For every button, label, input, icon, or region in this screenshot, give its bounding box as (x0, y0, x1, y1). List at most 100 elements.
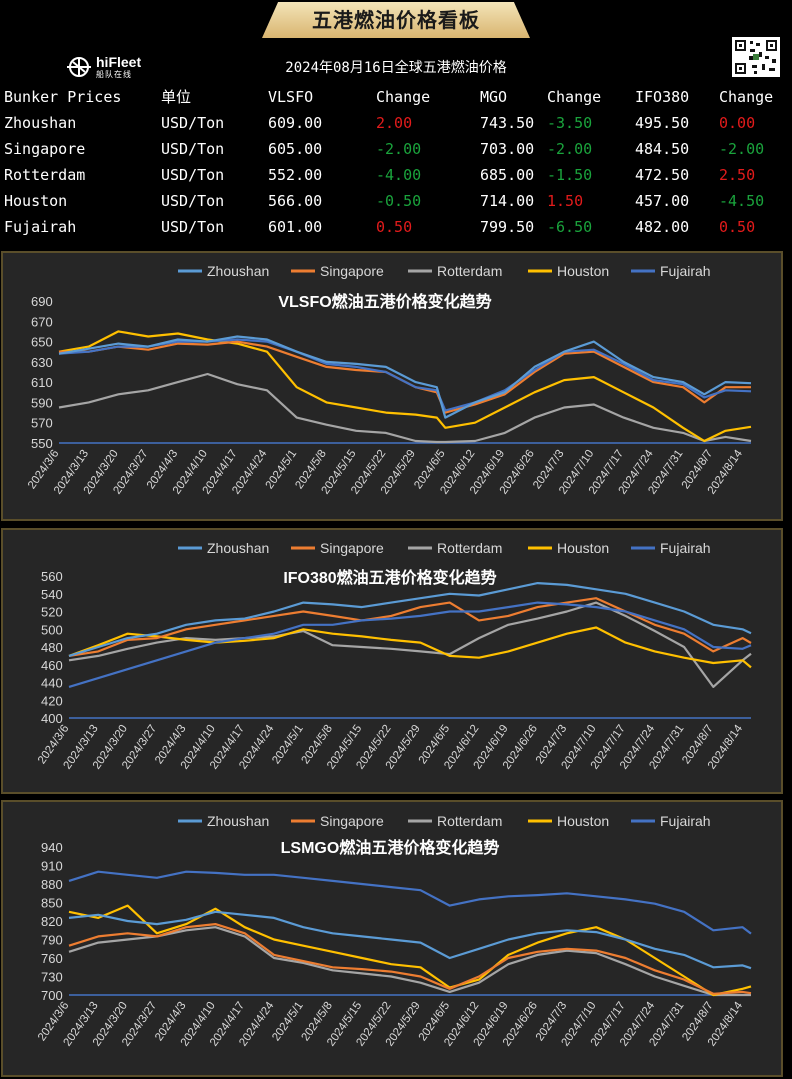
mgo-price: 743.50 (480, 114, 535, 132)
table-header-row: Bunker Prices 单位 VLSFO Change MGO Change… (4, 84, 790, 110)
vlsfo-chart-panel: Zhoushan Singapore Rotterdam Houston Fujaira… (1, 251, 783, 521)
logo-subtitle: 船队在线 (96, 70, 132, 79)
legend-label: Rotterdam (437, 540, 502, 556)
ifo380-chart-panel: Zhoushan Singapore Rotterdam Houston Fujaira… (1, 528, 783, 794)
y-tick-label: 790 (41, 933, 63, 948)
y-tick-label: 550 (31, 436, 53, 451)
hifleet-logo-icon (67, 57, 91, 77)
unit-cell: USD/Ton (161, 114, 225, 132)
mgo-change: -3.50 (547, 114, 593, 132)
brand-logo: hiFleet 船队在线 (66, 52, 141, 82)
series-line-fujairah (58, 338, 752, 412)
vlsfo-price: 552.00 (268, 166, 323, 184)
series-line-zhoushan (68, 581, 752, 657)
legend-label: Rotterdam (437, 813, 502, 829)
series-line-singapore (68, 597, 752, 657)
y-tick-label: 400 (41, 711, 63, 726)
ifo380-change: -4.50 (719, 192, 765, 210)
port-name: Fujairah (4, 218, 77, 236)
series-line-singapore (68, 922, 752, 995)
lsmgo-chart-panel: Zhoushan Singapore Rotterdam Houston Fujaira… (1, 800, 783, 1077)
ifo380-price: 472.50 (635, 166, 690, 184)
vlsfo-price: 609.00 (268, 114, 323, 132)
y-tick-label: 700 (41, 988, 63, 1003)
legend-label: Fujairah (660, 263, 711, 279)
ifo380-change: -2.00 (719, 140, 765, 158)
unit-cell: USD/Ton (161, 192, 225, 210)
column-header: IFO380 (635, 88, 690, 106)
mgo-price: 799.50 (480, 218, 535, 236)
series-line-fujairah (68, 601, 752, 688)
series-line-fujairah (68, 870, 752, 935)
qr-code-icon (732, 37, 780, 77)
mgo-change: 1.50 (547, 192, 584, 210)
ifo380-price: 484.50 (635, 140, 690, 158)
series-line-zhoushan (68, 910, 752, 970)
lsmgo-chart: Zhoushan Singapore Rotterdam Houston Fujaira… (36, 813, 752, 1049)
vlsfo-change: 0.50 (376, 218, 413, 236)
bunker-price-table: Bunker Prices 单位 VLSFO Change MGO Change… (4, 84, 790, 240)
port-name: Zhoushan (4, 114, 77, 132)
legend-label: Houston (557, 813, 609, 829)
legend-label: Zhoushan (207, 813, 269, 829)
ifo380-price: 482.00 (635, 218, 690, 236)
mgo-price: 703.00 (480, 140, 535, 158)
mgo-price: 714.00 (480, 192, 535, 210)
y-tick-label: 610 (31, 375, 53, 390)
chart-title: VLSFO燃油五港价格变化趋势 (278, 292, 491, 311)
mgo-price: 685.00 (480, 166, 535, 184)
port-name: Rotterdam (4, 166, 86, 184)
dashboard-title: 五港燃油价格看板 (312, 8, 480, 32)
y-tick-label: 730 (41, 970, 63, 985)
y-tick-label: 480 (41, 640, 63, 655)
vlsfo-change: -0.50 (376, 192, 422, 210)
y-tick-label: 910 (41, 859, 63, 874)
table-row: Singapore USD/Ton 605.00 -2.00 703.00 -2… (4, 136, 790, 162)
legend-label: Houston (557, 263, 609, 279)
vlsfo-price: 601.00 (268, 218, 323, 236)
legend-label: Houston (557, 540, 609, 556)
logo-name: hiFleet (96, 54, 142, 70)
legend-label: Singapore (320, 263, 384, 279)
y-tick-label: 500 (41, 622, 63, 637)
y-tick-label: 630 (31, 355, 53, 370)
series-line-zhoushan (58, 335, 752, 419)
vlsfo-change: 2.00 (376, 114, 413, 132)
series-line-houston (58, 330, 752, 443)
column-header: Bunker Prices (4, 88, 122, 106)
y-tick-label: 440 (41, 676, 63, 691)
legend-label: Singapore (320, 813, 384, 829)
y-tick-label: 940 (41, 840, 63, 855)
y-tick-label: 820 (41, 914, 63, 929)
header-banner: 五港燃油价格看板 (0, 0, 792, 40)
y-tick-label: 590 (31, 395, 53, 410)
y-tick-label: 560 (41, 569, 63, 584)
vlsfo-change: -2.00 (376, 140, 422, 158)
series-line-rotterdam (58, 372, 752, 444)
legend-label: Fujairah (660, 540, 711, 556)
column-header: MGO (480, 88, 508, 106)
banner-plate (262, 2, 530, 38)
table-row: Zhoushan USD/Ton 609.00 2.00 743.50 -3.5… (4, 110, 790, 136)
column-header: VLSFO (268, 88, 314, 106)
vlsfo-price: 605.00 (268, 140, 323, 158)
ifo380-chart: Zhoushan Singapore Rotterdam Houston Fujaira… (36, 540, 752, 772)
ifo380-change: 0.50 (719, 218, 756, 236)
y-tick-label: 650 (31, 335, 53, 350)
y-tick-label: 670 (31, 314, 53, 329)
column-header: Change (719, 88, 774, 106)
column-header: 单位 (161, 88, 192, 106)
vlsfo-chart: Zhoushan Singapore Rotterdam Houston Fujaira… (26, 263, 752, 497)
unit-cell: USD/Ton (161, 140, 225, 158)
chart-title: IFO380燃油五港价格变化趋势 (283, 568, 496, 587)
legend-label: Fujairah (660, 813, 711, 829)
series-line-rotterdam (68, 601, 752, 688)
legend-label: Singapore (320, 540, 384, 556)
report-title: 2024年08月16日全球五港燃油价格 (285, 60, 507, 76)
y-tick-label: 460 (41, 658, 63, 673)
ifo380-change: 2.50 (719, 166, 756, 184)
y-tick-label: 880 (41, 877, 63, 892)
unit-cell: USD/Ton (161, 218, 225, 236)
ifo380-price: 495.50 (635, 114, 690, 132)
port-name: Singapore (4, 140, 86, 158)
